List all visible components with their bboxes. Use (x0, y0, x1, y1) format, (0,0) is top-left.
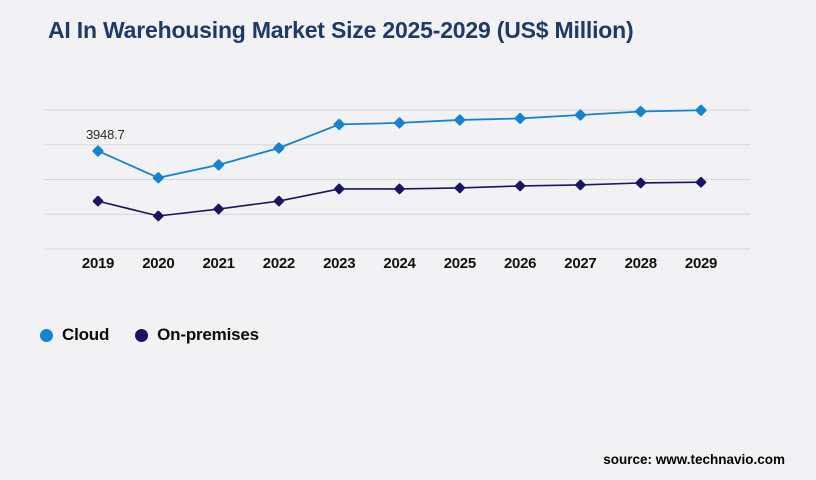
data-point-marker (454, 114, 466, 126)
data-point-marker (152, 172, 164, 184)
x-axis-label-2025: 2025 (443, 255, 476, 272)
data-point-marker (695, 176, 707, 188)
data-point-marker (333, 118, 345, 130)
data-point-marker (213, 159, 225, 171)
data-point-marker (92, 145, 104, 157)
source-attribution: source: www.technavio.com (603, 452, 785, 467)
data-point-marker (635, 105, 647, 118)
data-point-marker (333, 183, 345, 195)
data-point-marker (514, 112, 526, 125)
data-point-marker (92, 195, 104, 207)
data-point-marker (273, 142, 285, 154)
legend-item-on-premises: On-premises (135, 325, 259, 345)
legend: Cloud On-premises (40, 324, 259, 346)
data-point-marker (635, 177, 647, 189)
data-point-marker (213, 203, 224, 215)
data-point-marker (152, 210, 164, 222)
x-axis-label-2027: 2027 (564, 255, 597, 272)
legend-dot-icon (135, 328, 149, 342)
x-axis-label-2029: 2029 (684, 255, 718, 272)
data-point-marker (454, 182, 466, 194)
data-point-marker (273, 195, 285, 207)
data-point-marker (394, 183, 405, 195)
data-point-label: 3948.7 (86, 127, 125, 142)
x-axis-label-2020: 2020 (142, 255, 175, 272)
data-point-marker (514, 180, 526, 192)
data-point-marker (393, 117, 406, 129)
x-axis-label-2028: 2028 (624, 255, 657, 272)
legend-item-cloud: Cloud (40, 325, 109, 345)
legend-label: Cloud (62, 325, 110, 344)
x-axis-label-2022: 2022 (262, 255, 295, 272)
x-axis-label-2026: 2026 (504, 255, 537, 272)
data-point-marker (695, 104, 707, 116)
data-point-marker (574, 109, 586, 121)
x-axis-label-2023: 2023 (323, 255, 356, 272)
x-axis: 2019 2020 2021 2022 2023 2024 2025 2026 2027 2028… (0, 255, 816, 275)
x-axis-label-2019: 2019 (81, 255, 115, 272)
legend-label: On-premises (157, 325, 259, 344)
x-axis-label-2021: 2021 (202, 255, 235, 272)
x-axis-label-2024: 2024 (383, 255, 416, 272)
chart-title: AI In Warehousing Market Size 2025-2029 … (48, 17, 634, 43)
data-point-marker (575, 179, 586, 191)
legend-dot-icon (40, 328, 53, 342)
